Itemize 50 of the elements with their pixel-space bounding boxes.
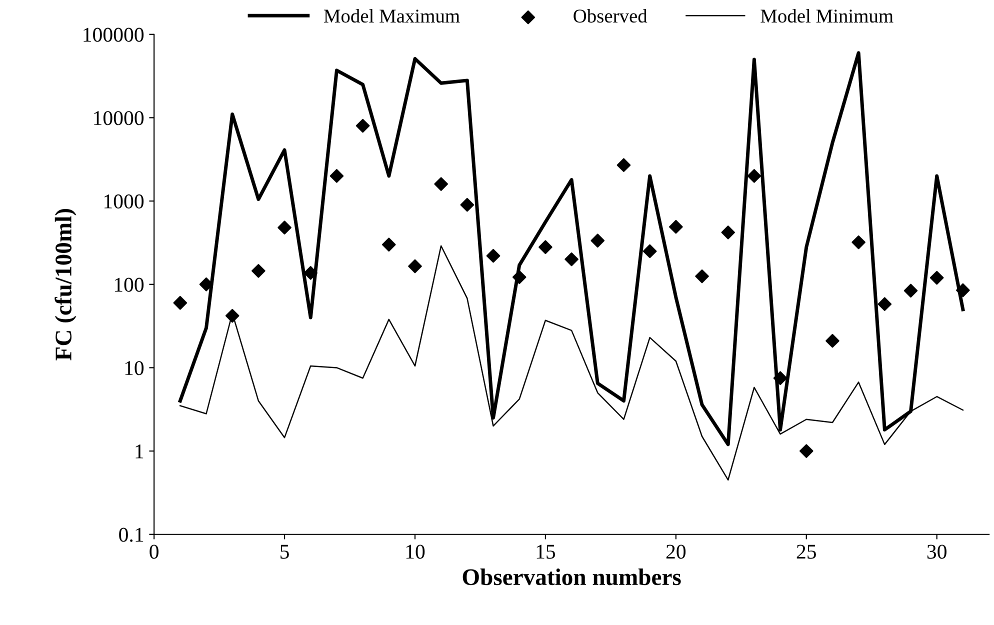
x-axis-title: Observation numbers bbox=[462, 568, 681, 586]
legend-label: Observed bbox=[574, 8, 648, 23]
point bbox=[669, 220, 683, 234]
x-tick-label: 10 bbox=[406, 544, 425, 559]
point bbox=[225, 308, 240, 323]
point bbox=[278, 220, 292, 235]
point bbox=[434, 177, 448, 191]
y-tick-label: 1000 bbox=[104, 194, 144, 208]
point bbox=[356, 118, 370, 133]
y-axis-title: FC (cfu/100ml) bbox=[54, 209, 76, 360]
y-tick-label: 10000 bbox=[94, 111, 144, 126]
point bbox=[852, 235, 866, 250]
point bbox=[408, 259, 422, 274]
x-tick-label: 15 bbox=[536, 544, 556, 559]
point bbox=[382, 238, 396, 252]
point bbox=[773, 371, 788, 386]
x-tick-label: 25 bbox=[796, 544, 816, 559]
y-tick-label: 100000 bbox=[84, 28, 144, 42]
point bbox=[721, 226, 736, 240]
point bbox=[460, 198, 474, 212]
legend-label: Model Minimum bbox=[760, 8, 894, 23]
point bbox=[252, 264, 266, 278]
point bbox=[826, 334, 840, 348]
x-tick-label: 20 bbox=[666, 544, 686, 559]
point bbox=[590, 234, 605, 248]
point bbox=[564, 252, 578, 266]
point bbox=[878, 297, 892, 311]
point bbox=[616, 158, 631, 172]
x-tick-label: 30 bbox=[927, 544, 946, 559]
y-tick-label: 0.1 bbox=[119, 528, 144, 542]
point bbox=[930, 270, 944, 285]
point bbox=[486, 248, 500, 263]
point bbox=[695, 269, 709, 284]
point bbox=[956, 283, 970, 298]
point bbox=[173, 296, 188, 310]
point bbox=[904, 284, 918, 298]
point bbox=[642, 244, 657, 258]
point bbox=[199, 277, 214, 292]
point bbox=[747, 169, 762, 183]
point bbox=[330, 169, 344, 183]
x-tick-label: 5 bbox=[280, 544, 289, 559]
x-tick-label: 0 bbox=[150, 544, 158, 559]
point bbox=[538, 240, 552, 254]
y-tick-label: 1 bbox=[136, 444, 144, 458]
point bbox=[799, 444, 814, 458]
y-tick-label: 100 bbox=[114, 278, 144, 292]
legend-label: Model Maximum bbox=[324, 8, 460, 23]
point bbox=[304, 266, 318, 280]
y-tick-label: 10 bbox=[125, 361, 144, 376]
point bbox=[512, 270, 526, 284]
